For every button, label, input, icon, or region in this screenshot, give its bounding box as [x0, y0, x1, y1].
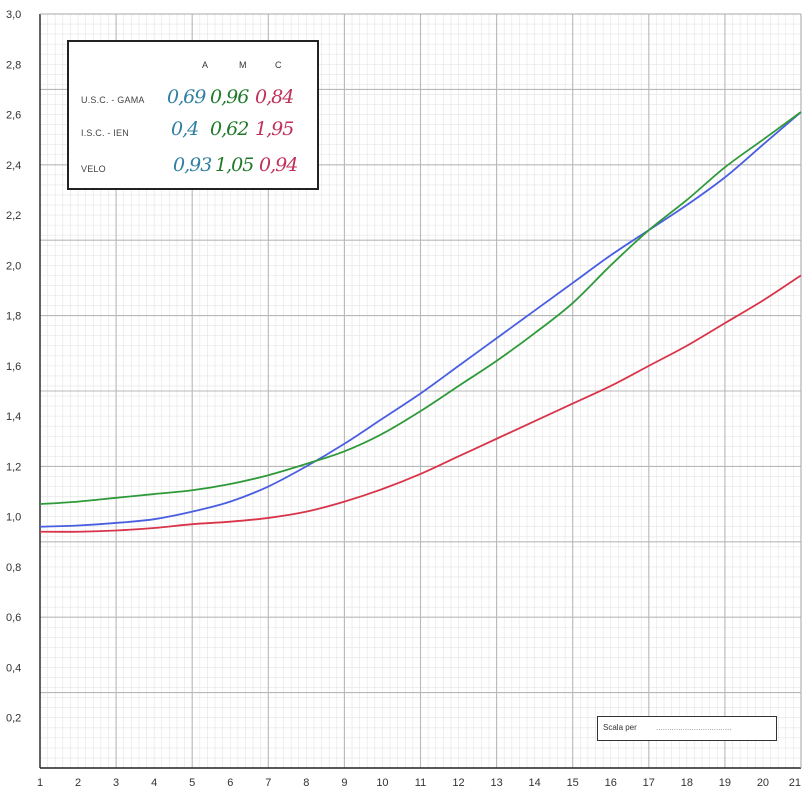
y-tick-label: 0,8	[6, 562, 21, 574]
x-tick-label: 19	[719, 777, 731, 789]
x-tick-label: 3	[113, 777, 119, 789]
y-tick-labels: 0,2 0,4 0,6 0,8 1,0 1,2 1,4 1,6 1,8 2,0 2,2 2,4 2,6 2…	[6, 9, 21, 725]
legend-velo-c: 0,94	[259, 154, 298, 176]
y-tick-label: 2,4	[6, 160, 21, 172]
x-tick-label: 11	[415, 777, 426, 789]
y-tick-label: 0,6	[6, 612, 21, 624]
x-tick-label: 15	[567, 777, 579, 789]
scale-label: Scala per	[603, 723, 637, 732]
y-tick-label: 2,6	[6, 110, 21, 122]
y-tick-label: 0,2	[6, 713, 21, 725]
x-tick-label: 2	[75, 777, 81, 789]
x-tick-label: 4	[151, 777, 157, 789]
legend-usc-c: 0,84	[255, 86, 294, 108]
legend-velo-a: 0,93	[173, 154, 212, 176]
y-tick-label: 1,2	[6, 461, 21, 473]
y-tick-label: 3,0	[6, 9, 21, 21]
legend-header-m: M	[239, 60, 247, 70]
x-tick-label: 14	[529, 777, 541, 789]
x-tick-label: 21	[789, 777, 801, 789]
legend-velo-m: 1,05	[215, 154, 254, 176]
series-lines	[39, 111, 802, 533]
x-tick-label: 10	[376, 777, 388, 789]
y-tick-label: 1,0	[6, 512, 21, 524]
y-tick-label: 0,4	[6, 662, 21, 674]
x-tick-label: 9	[341, 777, 347, 789]
x-tick-label: 13	[490, 777, 502, 789]
legend-label-velo: VELO	[81, 164, 106, 174]
legend-isc-m: 0,62	[210, 118, 249, 140]
y-tick-label: 2,0	[6, 260, 21, 272]
scale-dots: ..................................	[656, 723, 732, 732]
legend-label-isc: I.S.C. - IEN	[81, 128, 129, 138]
series-line-1	[39, 111, 802, 505]
series-line-0	[39, 111, 802, 528]
x-tick-labels: 1 2 3 4 5 6 7 8 9 10 11 12 13 14 15 16 17 18 19 20 21	[37, 777, 801, 789]
x-tick-label: 12	[452, 777, 464, 789]
x-tick-label: 7	[265, 777, 271, 789]
axes	[39, 13, 802, 769]
y-tick-label: 1,6	[6, 361, 21, 373]
x-tick-label: 6	[227, 777, 233, 789]
y-tick-label: 1,8	[6, 311, 21, 323]
legend-usc-m: 0,96	[210, 86, 249, 108]
x-tick-label: 5	[189, 777, 195, 789]
y-tick-label: 1,4	[6, 411, 21, 423]
legend-header-c: C	[275, 60, 282, 70]
legend-isc-a: 0,4	[171, 118, 199, 140]
x-tick-label: 17	[643, 777, 655, 789]
y-tick-label: 2,8	[6, 59, 21, 71]
legend-usc-a: 0,69	[167, 86, 206, 108]
x-tick-label: 1	[37, 777, 43, 789]
x-tick-label: 20	[757, 777, 769, 789]
series-line-2	[39, 274, 802, 533]
x-tick-label: 16	[605, 777, 617, 789]
legend-header-a: A	[202, 60, 209, 70]
legend-isc-c: 1,95	[255, 118, 294, 140]
scale-box: Scala per ..............................…	[597, 716, 777, 741]
x-tick-label: 18	[681, 777, 693, 789]
y-tick-label: 2,2	[6, 210, 21, 222]
x-tick-label: 8	[303, 777, 309, 789]
legend-box: A M C U.S.C. - GAMA I.S.C. - IEN VELO 0,…	[67, 40, 319, 190]
legend-label-usc: U.S.C. - GAMA	[81, 95, 145, 105]
